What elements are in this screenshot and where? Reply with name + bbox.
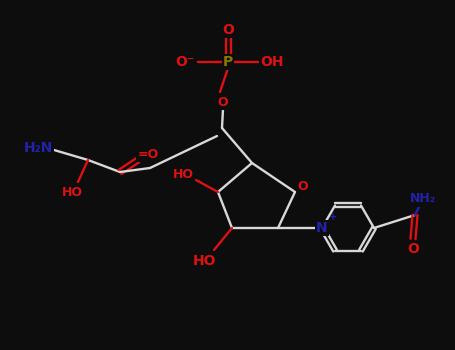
Text: HO: HO — [172, 168, 193, 181]
Text: OH: OH — [260, 55, 284, 69]
Text: N: N — [316, 221, 328, 235]
Text: +: + — [329, 212, 337, 222]
Text: HO: HO — [61, 186, 82, 198]
Text: O: O — [298, 180, 308, 193]
Text: H₂N: H₂N — [23, 141, 53, 155]
Text: O: O — [222, 23, 234, 37]
Text: ″: ″ — [218, 241, 222, 251]
Text: O: O — [217, 96, 228, 108]
Text: ″: ″ — [197, 180, 200, 189]
Text: O⁻: O⁻ — [175, 55, 195, 69]
Text: P: P — [223, 55, 233, 69]
Text: O: O — [407, 242, 419, 256]
Text: =O: =O — [137, 147, 159, 161]
Text: HO: HO — [192, 254, 216, 268]
Text: NH₂: NH₂ — [410, 193, 436, 205]
